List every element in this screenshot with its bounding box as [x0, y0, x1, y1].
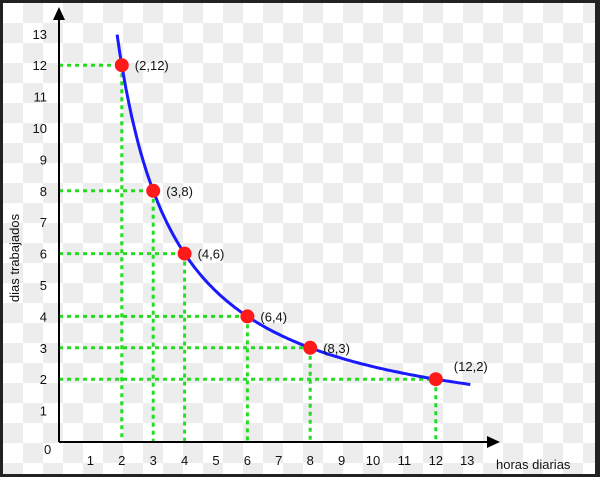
point-label: (3,8) — [166, 184, 193, 199]
point-label: (8,3) — [323, 341, 350, 356]
data-point — [240, 309, 255, 324]
x-tick-label: 11 — [398, 453, 412, 468]
y-tick-label: 6 — [40, 247, 47, 262]
y-tick-label: 8 — [40, 184, 47, 199]
y-axis-arrow — [53, 7, 65, 20]
x-tick-label: 12 — [429, 453, 443, 468]
y-tick-label: 12 — [33, 58, 47, 73]
x-axis-label: horas diarias — [496, 457, 571, 472]
data-point — [146, 183, 161, 198]
y-tick-label: 4 — [40, 309, 47, 324]
y-tick-label: 3 — [40, 341, 47, 356]
curve — [115, 34, 471, 386]
y-tick-label: 5 — [40, 278, 47, 293]
y-axis-label: dias trabajados — [7, 213, 22, 302]
y-tick-label: 11 — [34, 90, 48, 105]
x-tick-label: 2 — [118, 453, 125, 468]
data-point — [177, 246, 192, 261]
point-label: (12,2) — [454, 359, 488, 374]
x-tick-label: 5 — [212, 453, 219, 468]
y-tick-label: 1 — [40, 404, 47, 419]
y-tick-label: 2 — [40, 372, 47, 387]
chart-frame — [3, 3, 595, 474]
data-point — [114, 58, 129, 73]
x-tick-label: 1 — [87, 453, 94, 468]
x-tick-label: 4 — [181, 453, 188, 468]
origin-label: 0 — [44, 442, 51, 457]
point-label: (2,12) — [135, 58, 169, 73]
x-tick-label: 9 — [338, 453, 345, 468]
x-tick-label: 7 — [275, 453, 282, 468]
x-axis-arrow — [487, 436, 500, 448]
data-point — [428, 372, 443, 387]
y-tick-label: 13 — [33, 27, 47, 42]
x-tick-label: 13 — [460, 453, 474, 468]
y-tick-label: 9 — [40, 152, 47, 167]
point-label: (4,6) — [198, 247, 225, 262]
y-tick-label: 10 — [33, 121, 47, 136]
x-tick-label: 10 — [366, 453, 380, 468]
x-tick-label: 3 — [150, 453, 157, 468]
point-label: (6,4) — [260, 309, 287, 324]
y-tick-label: 7 — [40, 215, 47, 230]
data-point — [303, 340, 318, 355]
x-tick-label: 6 — [244, 453, 251, 468]
x-tick-label: 8 — [307, 453, 314, 468]
